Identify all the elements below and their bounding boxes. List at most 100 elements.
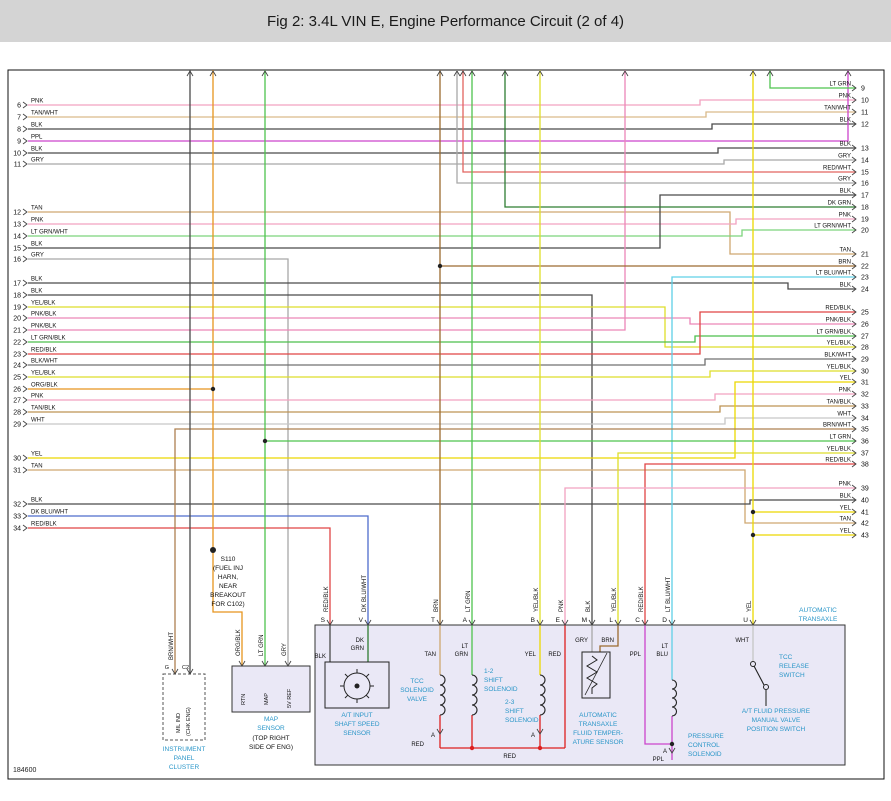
right-pin-number: 15: [861, 170, 869, 177]
wire-pnk: [28, 218, 856, 225]
right-pin-number: 25: [861, 310, 869, 317]
connector-chevron: [536, 619, 544, 626]
connector-chevron: [22, 524, 28, 532]
connector-chevron: [22, 408, 28, 416]
connector-chevron: [536, 728, 544, 735]
right-wire-label: TAN: [839, 517, 851, 523]
connector-chevron: [749, 70, 757, 77]
connector-chevron: [851, 179, 857, 187]
internal-wire-label: LT: [661, 644, 668, 650]
connector-chevron: [851, 156, 857, 164]
right-wire-label: TAN/WHT: [824, 106, 851, 112]
connector-chevron: [22, 208, 28, 216]
wire-ppl: [644, 625, 672, 745]
internal-wire-label: PPL: [630, 652, 642, 658]
connector-chevron: [22, 291, 28, 299]
thermistor-arrow: [584, 652, 608, 696]
map-pin-label: 5V REF: [287, 688, 293, 708]
left-wire-label: TAN: [31, 206, 43, 212]
wire-ppl: [28, 70, 849, 142]
input-shaft-speed-sensor-label: SENSOR: [343, 730, 371, 737]
right-wire-label: BLK: [840, 189, 851, 195]
left-pin-number: 10: [13, 151, 21, 158]
pressure-control-solenoid-label: CONTROL: [688, 742, 720, 749]
manual-valve-position-switch-label: MANUAL VALVE: [752, 717, 801, 724]
left-pin-number: 14: [13, 234, 21, 241]
pin-letter: U: [743, 617, 748, 624]
pin-letter: M: [582, 617, 587, 624]
right-wire-label: YEL: [840, 529, 852, 535]
right-pin-number: 20: [861, 228, 869, 235]
wire-color-label: GRY: [282, 643, 288, 656]
internal-wire-label: BLK: [315, 654, 326, 660]
wire-color-label: ORG/BLK: [236, 629, 242, 656]
s110-splice-label: (FUEL INJ: [213, 565, 243, 572]
connector-chevron: [851, 168, 857, 176]
connector-chevron: [326, 619, 334, 626]
wire-color-label: BLK: [586, 601, 592, 612]
wire-tan-blk: [28, 405, 856, 413]
left-pin-number: 29: [13, 422, 21, 429]
cluster-pin-letter: C2: [182, 665, 189, 671]
transaxle-label: TRANSAXLE: [799, 616, 838, 623]
pin-letter: V: [359, 617, 364, 624]
right-pin-number: 28: [861, 345, 869, 352]
right-wire-label: BRN/WHT: [823, 423, 851, 429]
right-pin-number: 24: [861, 287, 869, 294]
connector-chevron: [22, 420, 28, 428]
left-wire-label: BLK: [31, 498, 42, 504]
left-wire-label: PPL: [31, 135, 43, 141]
connector-chevron: [171, 668, 179, 675]
left-pin-number: 27: [13, 398, 21, 405]
wire-lt-grn-blk: [28, 335, 856, 343]
connector-chevron: [851, 84, 857, 92]
connector-chevron: [851, 425, 857, 433]
right-wire-label: BLK/WHT: [824, 353, 851, 359]
connector-chevron: [22, 137, 28, 145]
shift-solenoid-23-label: 2-3: [505, 699, 515, 706]
right-wire-label: LT GRN/BLK: [817, 330, 851, 336]
connector-chevron: [536, 70, 544, 77]
wire-tan-wht: [28, 111, 856, 118]
left-wire-label: ORG/BLK: [31, 383, 58, 389]
connector-chevron: [238, 660, 246, 667]
connector-chevron: [668, 747, 676, 754]
left-pin-number: 15: [13, 246, 21, 253]
connector-chevron: [749, 619, 757, 626]
right-wire-label: GRY: [838, 177, 851, 183]
fluid-temp-sensor-label: TRANSAXLE: [579, 721, 618, 728]
wire-dk-grn: [504, 70, 856, 208]
connector-chevron: [22, 385, 28, 393]
wire-color-label: LT GRN: [466, 591, 472, 612]
wire-yel-blk: [28, 306, 856, 348]
right-pin-number: 23: [861, 275, 869, 282]
left-wire-label: TAN/WHT: [31, 111, 58, 117]
left-wire-label: BLK: [31, 123, 42, 129]
connector-chevron: [851, 496, 857, 504]
right-wire-label: RED/BLK: [825, 306, 851, 312]
connector-chevron: [851, 519, 857, 527]
map-sensor-location: SIDE OF ENG): [249, 744, 293, 751]
connector-chevron: [364, 619, 372, 626]
pin-letter: E: [556, 617, 561, 624]
right-pin-number: 17: [861, 193, 869, 200]
left-pin-number: 23: [13, 352, 21, 359]
connector-chevron: [186, 70, 194, 77]
right-wire-label: WHT: [837, 412, 851, 418]
fluid-temp-sensor-label: AUTOMATIC: [579, 712, 617, 719]
wire-blk: [28, 123, 856, 130]
right-pin-number: 37: [861, 451, 869, 458]
right-wire-label: PNK/BLK: [826, 318, 851, 324]
connector-chevron: [561, 619, 569, 626]
connector-chevron: [851, 484, 857, 492]
connector-chevron: [851, 226, 857, 234]
junction-dot-red: [469, 745, 475, 751]
right-wire-label: BRN: [838, 260, 851, 266]
tcc-release-switch-label: SWITCH: [779, 672, 805, 679]
connector-chevron: [186, 668, 194, 675]
internal-wire-label: A: [431, 733, 435, 739]
left-wire-label: GRY: [31, 158, 44, 164]
connector-chevron: [284, 660, 292, 667]
right-wire-label: PNK: [839, 388, 851, 394]
left-pin-number: 33: [13, 514, 21, 521]
